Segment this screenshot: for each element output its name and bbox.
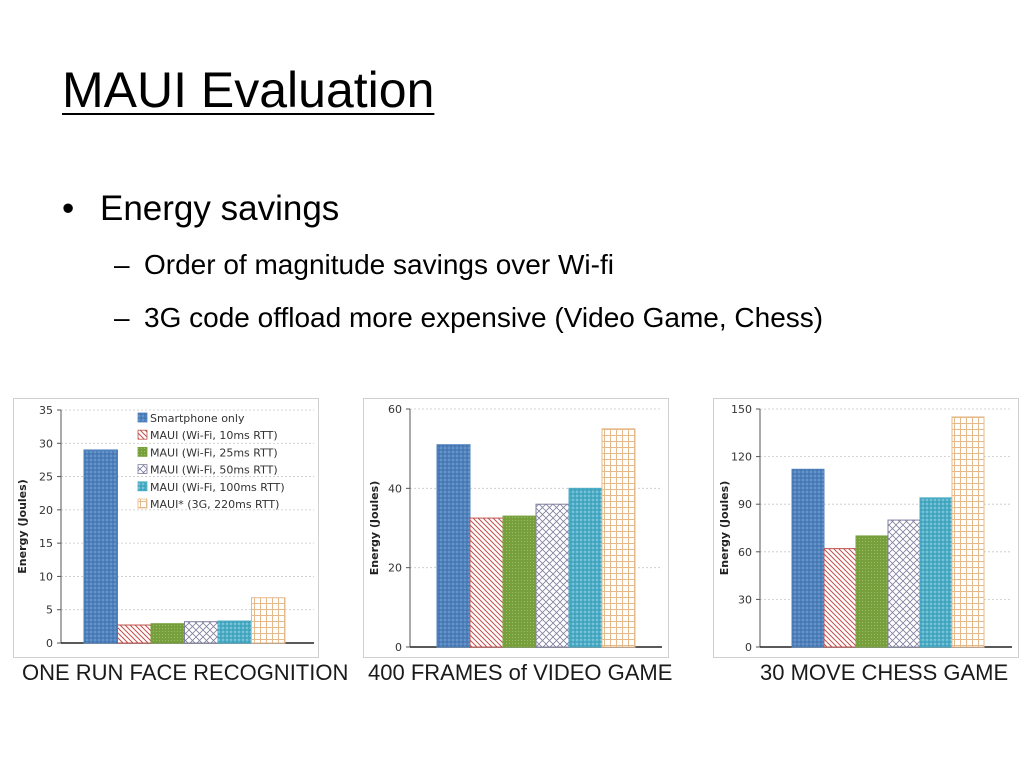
- subbullet-text: Order of magnitude savings over Wi-fi: [144, 249, 614, 280]
- y-axis-label: Energy (Joules): [16, 479, 29, 573]
- subbullet-item: –3G code offload more expensive (Video G…: [114, 301, 1002, 335]
- y-axis-label: Energy (Joules): [368, 481, 381, 575]
- bar-wifi25: [150, 623, 185, 644]
- bar-wifi10: [117, 624, 152, 644]
- bar-wifi25: [502, 515, 537, 648]
- y-tick-label: 60: [388, 403, 402, 416]
- legend-swatch-wifi10: [137, 429, 148, 440]
- slide-title: MAUI Evaluation: [62, 62, 435, 118]
- subbullet-marker: –: [114, 249, 130, 280]
- bar-wifi10: [469, 517, 504, 648]
- subbullet-text: 3G code offload more expensive (Video Ga…: [144, 301, 824, 333]
- legend-label: MAUI* (3G, 220ms RTT): [150, 498, 279, 511]
- y-tick-label: 5: [46, 604, 53, 617]
- legend-label: MAUI (Wi-Fi, 25ms RTT): [150, 446, 278, 459]
- bullet-list: • Energy savings – Order of magnitude savi…: [62, 188, 1002, 334]
- bar-wifi50: [887, 519, 921, 648]
- bar-g3: [601, 428, 636, 648]
- video-game-chart: 0 20 40 60 Energy (Joules): [368, 403, 662, 654]
- y-tick-label: 30: [39, 437, 53, 450]
- y-tick-label: 90: [738, 498, 752, 511]
- bar-g3: [951, 416, 985, 648]
- bar-wifi100: [568, 487, 603, 648]
- chart-caption: ONE RUN FACE RECOGNITION: [22, 660, 349, 685]
- bar-wifi50: [184, 621, 219, 644]
- bullet-text: Energy savings: [100, 189, 340, 228]
- bar-wifi25: [855, 535, 889, 648]
- legend-swatch-wifi50: [137, 464, 148, 474]
- chart-caption: 400 FRAMES of VIDEO GAME: [368, 660, 673, 685]
- legend-swatch-smartphone: [137, 412, 148, 423]
- face-recognition-chart: 0 5 10 15 20 25 30 35 Energy (Joules) Smartphone …: [16, 404, 314, 650]
- y-tick-label: 35: [39, 404, 53, 417]
- legend-label: MAUI (Wi-Fi, 100ms RTT): [150, 481, 285, 494]
- y-tick-label: 0: [46, 637, 53, 650]
- bar-smartphone: [436, 444, 471, 648]
- bullet-marker: •: [62, 189, 75, 228]
- legend-label: MAUI (Wi-Fi, 50ms RTT): [150, 464, 278, 477]
- y-tick-label: 20: [39, 504, 53, 517]
- bar-smartphone: [83, 449, 118, 644]
- chart-panel-chess-game: 0 30 60 90 120 150 Energy (Joules): [713, 398, 1019, 658]
- legend-label: MAUI (Wi-Fi, 10ms RTT): [150, 429, 278, 442]
- y-axis-label: Energy (Joules): [718, 481, 731, 575]
- chart-panel-face-recognition: 0 5 10 15 20 25 30 35 Energy (Joules) Smartphone …: [13, 398, 319, 658]
- bar-wifi10: [823, 548, 857, 648]
- y-tick-label: 30: [738, 593, 752, 606]
- y-tick-label: 150: [731, 403, 752, 416]
- y-tick-label: 0: [395, 641, 402, 654]
- y-tick-label: 25: [39, 471, 53, 484]
- y-tick-label: 15: [39, 537, 53, 550]
- legend-label: Smartphone only: [150, 412, 245, 425]
- bar-g3: [251, 597, 286, 644]
- bullet-item: • Energy savings: [62, 188, 1002, 230]
- legend-swatch-wifi100: [137, 481, 148, 492]
- bar-wifi100: [217, 620, 252, 644]
- y-tick-label: 120: [731, 451, 752, 464]
- legend-swatch-wifi25: [137, 447, 148, 457]
- bar-smartphone: [791, 468, 825, 648]
- chart-caption: 30 MOVE CHESS GAME: [760, 660, 1009, 685]
- subbullet-marker: –: [114, 301, 130, 333]
- y-tick-label: 40: [388, 482, 402, 495]
- chess-game-chart: 0 30 60 90 120 150 Energy (Joules): [718, 403, 1012, 654]
- bar-wifi50: [535, 503, 570, 648]
- y-tick-label: 0: [745, 641, 752, 654]
- y-tick-label: 10: [39, 570, 53, 583]
- subbullet-item: – Order of magnitude savings over Wi-fi: [114, 248, 1002, 282]
- y-tick-label: 20: [388, 562, 402, 575]
- chart-panel-video-game: 0 20 40 60 Energy (Joules): [363, 398, 669, 658]
- legend-swatch-g3: [137, 498, 148, 509]
- bar-wifi100: [919, 497, 953, 648]
- y-tick-label: 60: [738, 546, 752, 559]
